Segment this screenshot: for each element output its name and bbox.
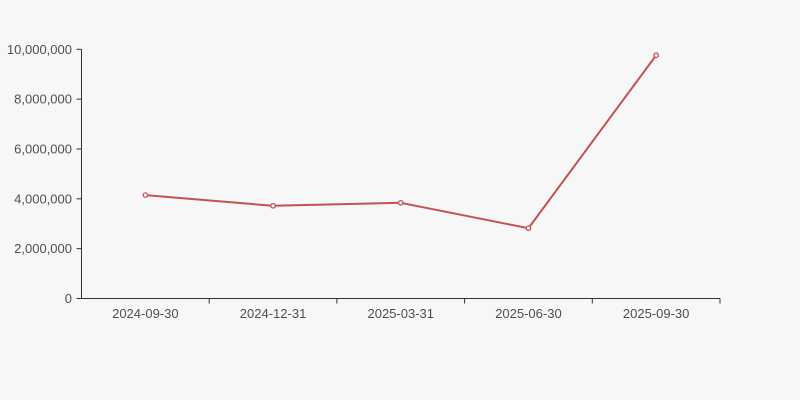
x-axis-label: 2025-09-30 (623, 306, 690, 321)
data-point-marker[interactable] (270, 202, 276, 209)
y-axis-label: 6,000,000 (14, 141, 72, 156)
data-point-marker[interactable] (142, 192, 149, 198)
data-point-marker[interactable] (653, 52, 660, 59)
y-axis-label: 10,000,000 (7, 42, 72, 57)
x-axis-label: 2024-09-30 (112, 306, 179, 321)
x-axis-label: 2024-12-31 (240, 306, 307, 321)
y-axis-label: 2,000,000 (14, 241, 72, 256)
y-axis-label: 0 (65, 291, 72, 306)
data-point-marker[interactable] (397, 199, 404, 206)
x-axis-label: 2025-06-30 (495, 306, 562, 321)
y-axis-label: 4,000,000 (14, 191, 72, 206)
x-axis-label: 2025-03-31 (368, 306, 435, 321)
data-point-marker[interactable] (525, 225, 532, 232)
y-axis-label: 8,000,000 (14, 92, 72, 107)
